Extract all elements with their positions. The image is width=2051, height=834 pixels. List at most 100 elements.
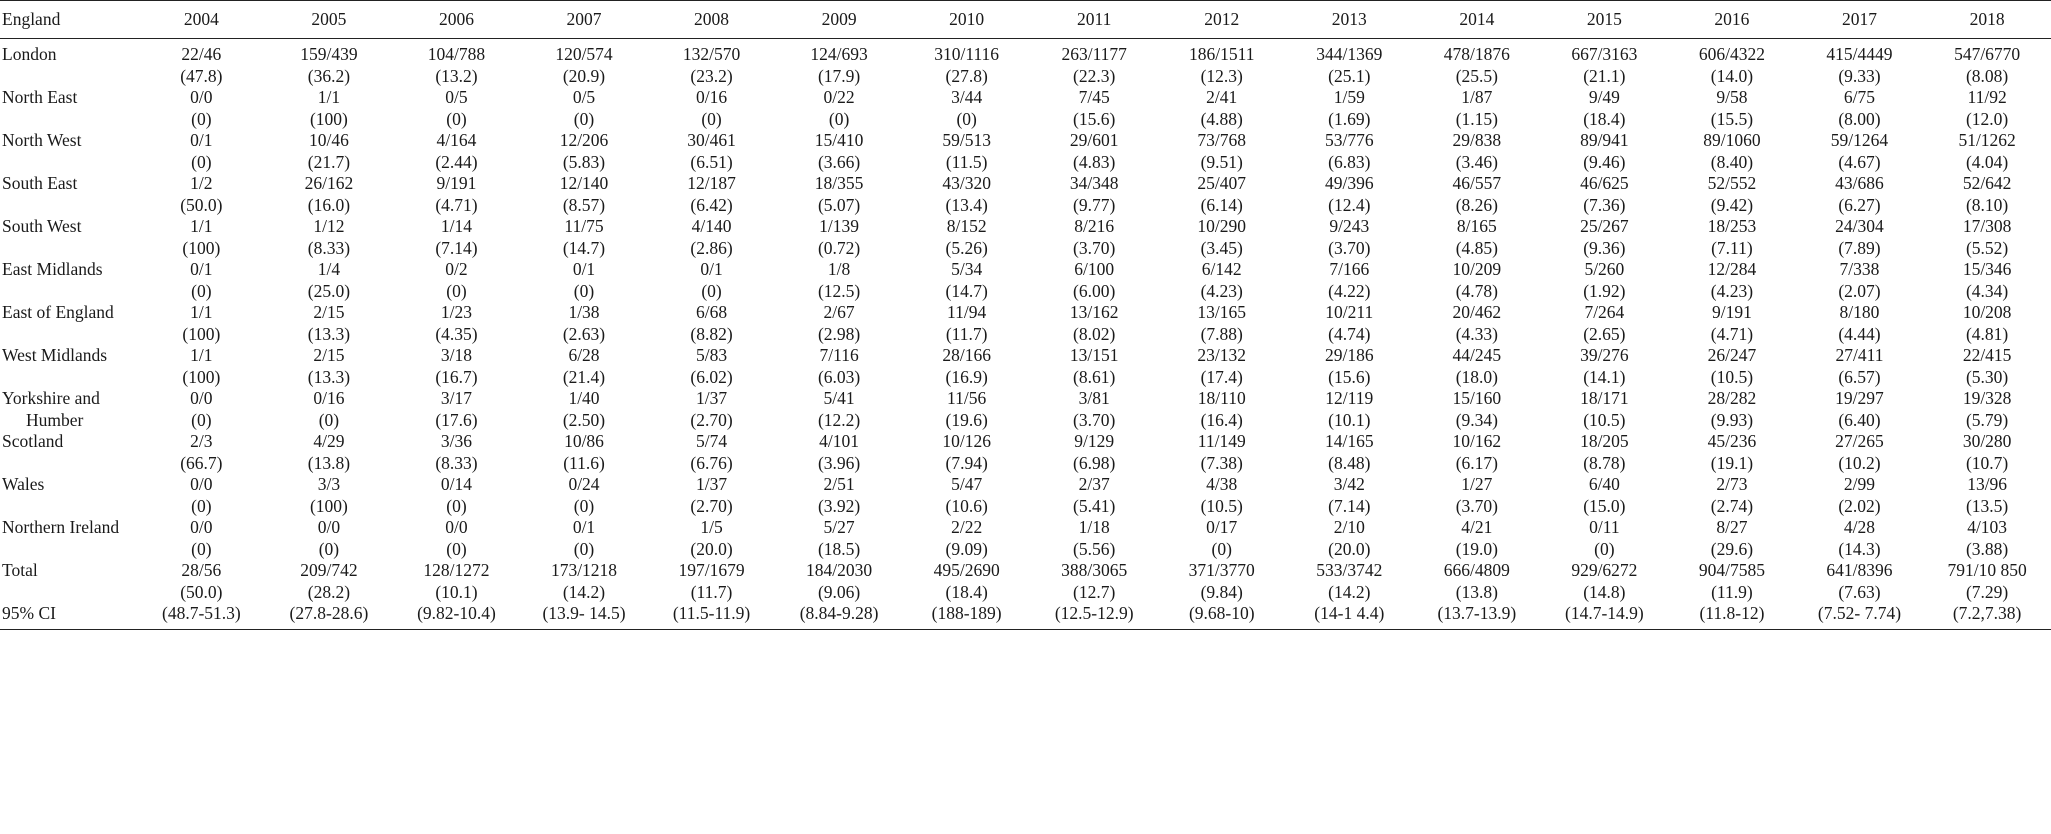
percent-cell: (2.86) xyxy=(690,237,733,258)
count-cell: 2/37 xyxy=(1078,474,1110,494)
percent-cell: (2.70) xyxy=(690,495,733,516)
percent-cell: (20.9) xyxy=(562,65,606,86)
count-cell: 606/4322 xyxy=(1698,44,1765,64)
count-cell: 2/3 xyxy=(190,431,213,451)
count-cell: 5/74 xyxy=(695,431,728,451)
count-cell: 11/149 xyxy=(1197,431,1246,451)
count-cell: 2/51 xyxy=(823,474,855,494)
count-cell: 46/625 xyxy=(1580,173,1629,193)
percent-cell: (2.74) xyxy=(1710,495,1754,516)
percent-cell: (6.27) xyxy=(1838,194,1881,215)
percent-cell: (6.42) xyxy=(690,194,733,215)
percent-cell: (12.2) xyxy=(817,409,861,430)
percent-cell: (5.52) xyxy=(1965,237,2009,258)
percent-cell: (5.79) xyxy=(1965,409,2009,430)
count-cell: 533/3742 xyxy=(1316,560,1383,580)
percent-cell: (17.4) xyxy=(1200,366,1243,387)
count-cell: 13/165 xyxy=(1197,302,1247,322)
percent-cell: (4.33) xyxy=(1455,323,1498,344)
count-cell: 3/81 xyxy=(1078,388,1110,408)
percent-cell: (6.40) xyxy=(1838,409,1881,430)
percent-cell: (11.7) xyxy=(945,323,988,344)
region-label: East of England xyxy=(2,302,114,322)
table-row-percent: (0) (0) (0) (0) (20.0) (18.5) (9.09) (5.56) (0) (… xyxy=(0,539,2051,561)
count-cell: 9/191 xyxy=(436,173,477,193)
region-label: South West xyxy=(2,216,82,236)
count-cell: 10/290 xyxy=(1197,216,1247,236)
percent-cell: (7.38) xyxy=(1200,452,1243,473)
year-column-header: 2004 xyxy=(137,0,266,39)
percent-cell: (0) xyxy=(573,495,595,516)
percent-cell: (6.76) xyxy=(690,452,733,473)
count-cell: 28/282 xyxy=(1707,388,1757,408)
count-cell: 1/37 xyxy=(695,474,728,494)
count-cell: 5/41 xyxy=(823,388,855,408)
count-cell: 6/100 xyxy=(1074,259,1115,279)
percent-cell: (21.4) xyxy=(562,366,606,387)
percent-cell: (4.23) xyxy=(1710,280,1754,301)
percent-cell: (2.50) xyxy=(562,409,606,430)
percent-cell: (11.6) xyxy=(563,452,605,473)
percent-cell: (5.41) xyxy=(1073,495,1116,516)
count-cell: 2/22 xyxy=(951,517,983,537)
table-row: Total 28/56 209/742 128/1272 173/1218 197/167… xyxy=(0,560,2051,582)
percent-cell: (16.4) xyxy=(1200,409,1243,430)
percent-cell: (2.07) xyxy=(1838,280,1881,301)
count-cell: 14/165 xyxy=(1324,431,1374,451)
percent-cell: (0.72) xyxy=(817,237,861,258)
percent-cell: (0) xyxy=(1594,538,1615,559)
table-row: Yorkshire and 0/0 0/16 3/17 1/40 1/37 5/41 11/5… xyxy=(0,388,2051,410)
count-cell: 0/1 xyxy=(190,259,213,279)
count-cell: 24/304 xyxy=(1835,216,1884,236)
percent-cell: (8.33) xyxy=(435,452,478,473)
count-cell: 0/0 xyxy=(445,517,468,537)
percent-cell: (9.77) xyxy=(1073,194,1116,215)
ci-cell: (14.7-14.9) xyxy=(1540,603,1669,630)
count-cell: 2/15 xyxy=(313,302,345,322)
percent-cell: (2.65) xyxy=(1583,323,1626,344)
count-cell: 5/34 xyxy=(951,259,983,279)
table-row: East Midlands 0/1 1/4 0/2 0/1 0/1 1/8 5/34 6/100… xyxy=(0,259,2051,281)
region-label-continued xyxy=(0,238,138,260)
percent-cell: (8.08) xyxy=(1965,65,2009,86)
percent-cell: (1.69) xyxy=(1328,108,1371,129)
percent-cell: (9.36) xyxy=(1583,237,1626,258)
table-row: South East 1/2 26/162 9/191 12/140 12/187 18/3… xyxy=(0,173,2051,195)
count-cell: 388/3065 xyxy=(1061,560,1128,580)
count-cell: 2/41 xyxy=(1206,87,1238,107)
percent-cell: (3.70) xyxy=(1328,237,1371,258)
count-cell: 13/151 xyxy=(1069,345,1119,365)
count-cell: 10/209 xyxy=(1452,259,1502,279)
percent-cell: (4.74) xyxy=(1328,323,1371,344)
percent-cell: (0) xyxy=(1211,538,1232,559)
count-cell: 3/3 xyxy=(317,474,341,494)
table-row: North West 0/1 10/46 4/164 12/206 30/461 15/41… xyxy=(0,130,2051,152)
percent-cell: (1.92) xyxy=(1583,280,1626,301)
percent-cell: (14.2) xyxy=(1328,581,1371,602)
count-cell: 59/1264 xyxy=(1830,130,1889,150)
count-cell: 22/46 xyxy=(181,44,222,64)
count-cell: 11/94 xyxy=(947,302,987,322)
count-cell: 10/86 xyxy=(564,431,604,451)
percent-cell: (8.40) xyxy=(1710,151,1754,172)
region-label: West Midlands xyxy=(2,345,108,365)
count-cell: 1/1 xyxy=(190,345,213,365)
count-cell: 28/56 xyxy=(181,560,222,580)
percent-cell: (5.83) xyxy=(562,151,606,172)
percent-cell: (18.0) xyxy=(1455,366,1498,387)
region-label-continued xyxy=(0,281,138,303)
percent-cell: (3.70) xyxy=(1455,495,1498,516)
percent-cell: (25.1) xyxy=(1328,65,1371,86)
ci-cell: (188-189) xyxy=(902,603,1031,630)
year-column-header: 2013 xyxy=(1285,0,1414,39)
count-cell: 89/1060 xyxy=(1703,130,1761,150)
year-column-header: 2009 xyxy=(775,0,903,39)
count-cell: 15/410 xyxy=(814,130,864,150)
count-cell: 128/1272 xyxy=(423,560,490,580)
percent-cell: (6.17) xyxy=(1455,452,1498,473)
percent-cell: (19.1) xyxy=(1710,452,1754,473)
count-cell: 1/18 xyxy=(1078,517,1110,537)
percent-cell: (14.0) xyxy=(1710,65,1754,86)
count-cell: 3/42 xyxy=(1333,474,1365,494)
ci-cell: (7.52- 7.74) xyxy=(1795,603,1924,630)
